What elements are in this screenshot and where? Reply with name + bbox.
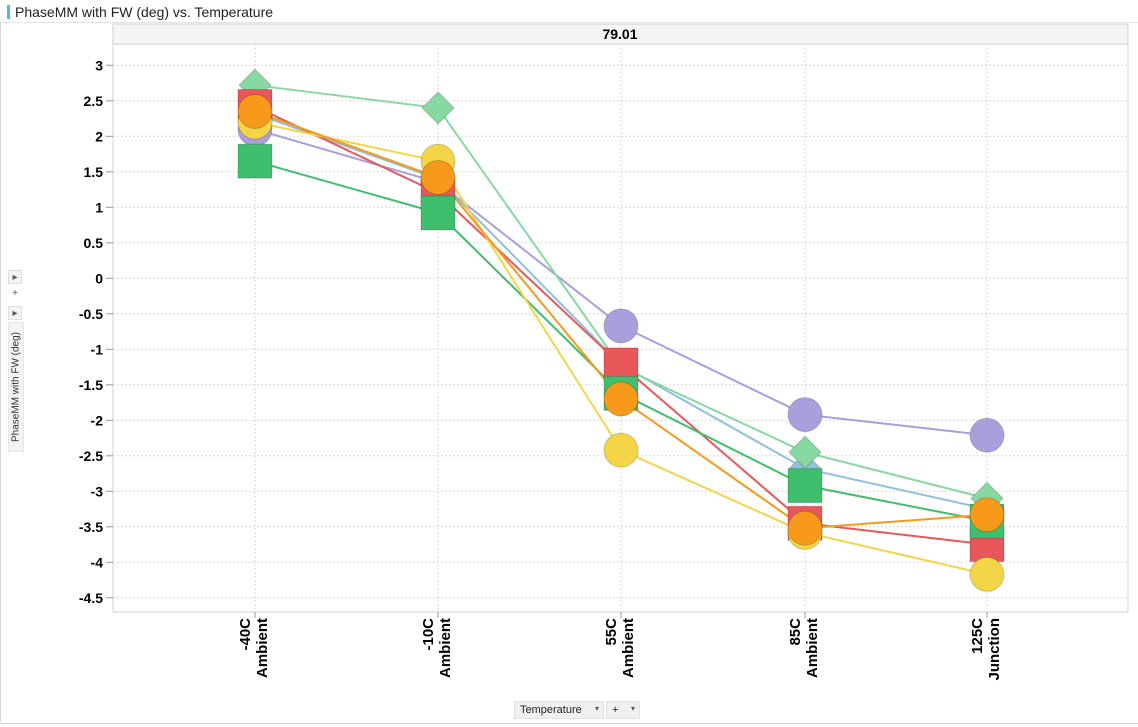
x-tick-label: Ambient xyxy=(804,618,821,678)
plus-icon: + xyxy=(612,704,619,716)
series-markers xyxy=(237,68,1005,592)
data-point-circle[interactable] xyxy=(603,381,639,417)
data-point-diamond[interactable] xyxy=(788,435,822,469)
y-tick-label: -4.5 xyxy=(79,590,103,606)
y-tick-label: -3.5 xyxy=(79,519,103,535)
chart-window-title: PhaseMM with FW (deg) vs. Temperature xyxy=(15,4,274,20)
x-tick-label: 125C xyxy=(969,618,986,654)
data-point-circle[interactable] xyxy=(603,308,639,344)
data-point-circle[interactable] xyxy=(787,510,823,546)
y-axis-selector[interactable]: PhaseMM with FW (deg) xyxy=(8,322,24,452)
y-tick-label: 1.5 xyxy=(84,164,104,180)
y-tick-label: -2.5 xyxy=(79,448,103,464)
y-tick-label: 0.5 xyxy=(84,235,104,251)
add-x-axis-button[interactable]: + ▾ xyxy=(606,701,640,719)
frame-bottom-border xyxy=(0,723,1138,724)
expand-arrow-icon[interactable]: ▸ xyxy=(8,270,22,284)
data-point-square[interactable] xyxy=(420,195,456,231)
y-tick-label: -4 xyxy=(91,554,104,570)
data-point-circle[interactable] xyxy=(969,556,1005,592)
y-tick-label: 0 xyxy=(95,270,103,286)
title-bar: PhaseMM with FW (deg) vs. Temperature xyxy=(0,0,1138,23)
frame-left-border xyxy=(0,22,1,722)
y-tick-label: 1 xyxy=(95,199,103,215)
x-tick-label: -40C xyxy=(237,618,254,651)
x-axis-selector[interactable]: Temperature ▾ xyxy=(514,701,604,719)
y-tick-label: -0.5 xyxy=(79,306,103,322)
y-axis-expand-arrow-icon[interactable]: ▸ xyxy=(8,306,22,320)
data-point-circle[interactable] xyxy=(420,159,456,195)
x-tick-label: 85C xyxy=(787,618,804,646)
y-tick-label: -1 xyxy=(91,341,104,357)
data-point-circle[interactable] xyxy=(787,397,823,433)
x-tick-label: Ambient xyxy=(437,618,454,678)
data-point-square[interactable] xyxy=(237,143,273,179)
y-tick-label: 2.5 xyxy=(84,93,104,109)
data-point-diamond[interactable] xyxy=(421,91,455,125)
data-point-square[interactable] xyxy=(787,468,823,504)
x-tick-label: Ambient xyxy=(254,618,271,678)
x-tick-label: -10C xyxy=(420,618,437,651)
add-y-axis-button[interactable]: + xyxy=(8,286,22,300)
y-tick-label: 3 xyxy=(95,57,103,73)
x-tick-label: 55C xyxy=(603,618,620,646)
title-accent xyxy=(7,5,10,19)
data-point-circle[interactable] xyxy=(969,497,1005,533)
data-point-circle[interactable] xyxy=(237,93,273,129)
y-tick-label: -2 xyxy=(91,412,104,428)
chevron-down-icon: ▾ xyxy=(630,704,635,713)
y-tick-labels: 3 2.5 2 1.5 1 0.5 0 -0.5 -1 -1.5 -2 -2.5 -3 -3.5 -4 -4.… xyxy=(79,57,104,606)
chevron-down-icon: ▾ xyxy=(594,704,599,713)
y-tick-label: -1.5 xyxy=(79,377,103,393)
x-tick-label: Ambient xyxy=(620,618,637,678)
panel-header-label: 79.01 xyxy=(602,26,637,42)
data-point-circle[interactable] xyxy=(603,432,639,468)
data-point-square[interactable] xyxy=(603,347,639,383)
data-point-circle[interactable] xyxy=(969,417,1005,453)
y-tick-label: -3 xyxy=(91,483,104,499)
x-axis-title: Temperature xyxy=(520,704,582,716)
x-tick-label: Junction xyxy=(986,618,1003,681)
x-tick-labels: -40C Ambient -10C Ambient 55C Ambient 85C Ambie… xyxy=(237,618,1003,681)
y-tick-label: 2 xyxy=(95,128,103,144)
